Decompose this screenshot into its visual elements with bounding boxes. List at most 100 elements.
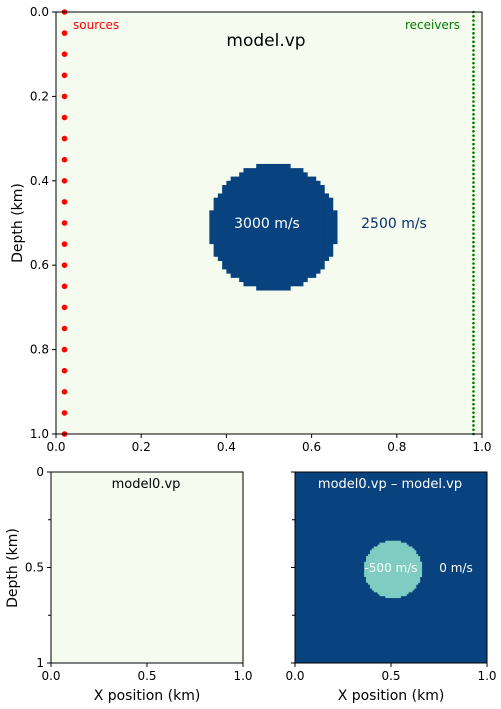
anomaly-cell-column	[375, 546, 378, 593]
anomaly-cell-column	[364, 561, 367, 578]
source-marker	[61, 220, 68, 226]
p0-title: model.vp	[226, 31, 305, 51]
p0-anomaly-label: 3000 m/s	[234, 216, 300, 232]
y-tick-label: 1.0	[30, 427, 49, 441]
x-tick-label: 0.6	[302, 440, 321, 454]
anomaly-cell-column	[394, 540, 398, 599]
p0-anomaly-circle	[209, 163, 338, 291]
receiver-marker	[472, 219, 475, 223]
x-tick-label: 0.2	[132, 440, 151, 454]
p1-y-ticks: 00.51	[25, 465, 51, 670]
receiver-marker	[472, 202, 475, 206]
anomaly-cell-column	[277, 163, 283, 291]
panel-difference: model0.vp – model.vp -500 m/s 0 m/s 0.0 0…	[285, 471, 497, 704]
receiver-marker	[472, 385, 475, 389]
source-marker	[61, 114, 68, 121]
receiver-marker	[472, 334, 475, 338]
receiver-marker	[472, 95, 475, 99]
receiver-marker	[472, 193, 475, 197]
source-marker	[61, 367, 68, 374]
receiver-marker	[472, 411, 475, 414]
anomaly-cell-column	[404, 542, 407, 597]
receiver-marker	[472, 155, 475, 159]
anomaly-cell-column	[408, 546, 411, 593]
anomaly-cell-column	[256, 163, 261, 291]
receiver-marker	[472, 53, 475, 56]
receiver-marker	[472, 245, 475, 248]
receiver-marker	[472, 113, 475, 116]
receiver-marker	[472, 228, 475, 231]
receiver-marker	[472, 390, 475, 393]
x-tick-label: 0.5	[381, 669, 400, 683]
receiver-marker	[472, 274, 475, 278]
receiver-marker	[472, 309, 475, 312]
receiver-marker	[472, 279, 475, 282]
receiver-marker	[472, 206, 475, 210]
anomaly-cell-column	[328, 197, 334, 257]
anomaly-cell-column	[369, 550, 373, 589]
anomaly-cell-column	[396, 540, 400, 599]
receiver-marker	[472, 223, 475, 227]
receiver-marker	[472, 364, 475, 368]
x-tick-label: 0.5	[137, 669, 156, 683]
receiver-marker	[472, 266, 475, 270]
anomaly-cell-column	[406, 544, 409, 595]
receiver-marker	[472, 83, 475, 86]
source-marker	[61, 199, 68, 205]
receiver-marker	[472, 151, 475, 154]
receiver-marker	[472, 125, 475, 129]
p1-x-ticks: 0.0 0.5 1.0	[41, 663, 253, 683]
anomaly-cell-column	[366, 556, 369, 583]
receiver-marker	[472, 249, 475, 253]
x-tick-label: 0.8	[387, 440, 406, 454]
receiver-marker	[472, 407, 475, 410]
y-tick-label: 0.0	[30, 5, 49, 19]
anomaly-cell-column	[415, 554, 419, 585]
receiver-marker	[472, 236, 475, 240]
receiver-marker	[472, 198, 475, 201]
anomaly-cell-column	[419, 561, 423, 578]
anomaly-cell-column	[239, 172, 244, 283]
receiver-marker	[472, 402, 475, 406]
receiver-marker	[472, 66, 475, 69]
receiver-marker	[472, 142, 475, 146]
source-marker	[61, 93, 68, 100]
x-tick-label: 1.0	[477, 669, 496, 683]
receiver-marker	[472, 134, 475, 137]
receiver-marker	[472, 240, 475, 244]
source-marker	[61, 156, 68, 163]
p2-anomaly-circle	[364, 540, 423, 599]
receiver-marker	[472, 398, 475, 402]
anomaly-cell-column	[389, 540, 392, 599]
receiver-marker	[472, 377, 475, 380]
receiver-marker	[472, 49, 475, 52]
anomaly-cell-column	[398, 540, 401, 599]
anomaly-cell-column	[324, 193, 329, 261]
receiver-marker	[472, 270, 475, 274]
receiver-marker	[472, 57, 475, 61]
receiver-marker	[472, 351, 475, 355]
source-marker	[61, 30, 68, 36]
receiver-marker	[472, 32, 475, 35]
anomaly-cell-column	[383, 542, 386, 597]
receiver-marker	[472, 287, 475, 291]
p0-background-label: 2500 m/s	[361, 216, 427, 232]
p1-background	[51, 472, 243, 663]
anomaly-cell-column	[222, 185, 227, 270]
p2-x-ticks: 0.0 0.5 1.0	[285, 663, 497, 683]
anomaly-cell-column	[410, 546, 413, 593]
anomaly-cell-column	[379, 542, 382, 597]
receiver-marker	[472, 215, 475, 218]
y-tick-label: 1	[36, 656, 44, 670]
receiver-marker	[472, 91, 475, 95]
p2-title: model0.vp – model.vp	[318, 477, 462, 492]
source-marker	[61, 389, 68, 395]
receiver-marker	[472, 317, 475, 321]
receiver-marker	[472, 108, 475, 112]
source-marker	[61, 325, 68, 332]
y-tick-label: 0.5	[25, 561, 44, 575]
x-tick-label: 0.0	[41, 669, 60, 683]
y-tick-label: 0.4	[30, 174, 49, 188]
anomaly-cell-column	[392, 540, 396, 599]
